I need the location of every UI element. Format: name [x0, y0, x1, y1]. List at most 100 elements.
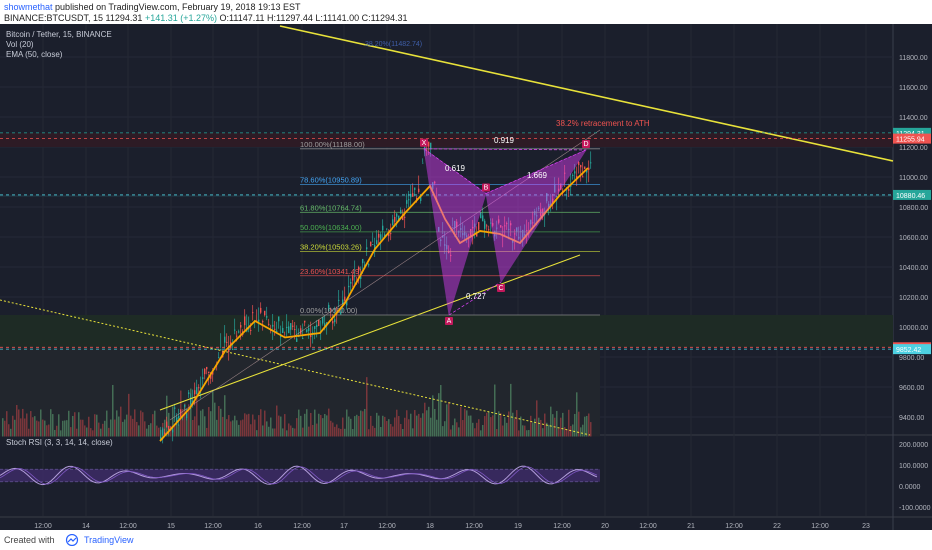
candle-body: [288, 326, 290, 334]
candle-body: [534, 210, 536, 216]
y-tick-label: 9800.00: [899, 355, 924, 362]
volume-bar: [374, 427, 376, 437]
x-tick-label: 18: [426, 523, 434, 530]
volume-bar: [440, 385, 442, 437]
volume-bar: [194, 416, 196, 437]
volume-bar: [124, 419, 126, 437]
price-chart-svg[interactable]: 100.00%(11188.00) 78.60%(10950.89) 61.80%(…: [0, 24, 932, 530]
volume-bar: [288, 423, 290, 437]
stoch-legend: Stoch RSI (3, 3, 14, 14, close): [6, 438, 113, 448]
author-link[interactable]: showmethat: [4, 2, 53, 12]
candle-body: [308, 328, 310, 331]
candle-body: [516, 227, 518, 232]
volume-bar: [460, 406, 462, 437]
harmonic-point-label: B: [484, 185, 489, 192]
volume-bar: [522, 425, 524, 437]
ohlc-values: O:11147.11 H:11297.44 L:11141.00 C:11294…: [219, 13, 408, 23]
x-tick-label: 12:00: [553, 523, 571, 530]
candle-body: [498, 219, 500, 223]
price-tag: [893, 344, 931, 355]
volume-bar: [434, 408, 436, 437]
y-tick-label: 10800.00: [899, 205, 928, 212]
volume-bar: [142, 412, 144, 437]
candle-body: [462, 233, 464, 236]
chart-area[interactable]: 100.00%(11188.00) 78.60%(10950.89) 61.80%(…: [0, 24, 932, 530]
volume-bar: [24, 418, 26, 437]
volume-bar: [230, 421, 232, 437]
volume-bar: [590, 422, 592, 437]
volume-bar: [446, 404, 448, 437]
volume-bar: [498, 411, 500, 437]
y-tick-label: 9600.00: [899, 385, 924, 392]
volume-bar: [574, 413, 576, 437]
volume-bar: [352, 429, 354, 437]
volume-bar: [156, 425, 158, 437]
volume-bar: [444, 421, 446, 437]
volume-bar: [372, 425, 374, 437]
volume-bar: [40, 409, 42, 437]
volume-bar: [436, 419, 438, 437]
volume-bar: [206, 427, 208, 437]
candle-body: [418, 188, 420, 193]
candle-body: [282, 328, 284, 334]
volume-bar: [516, 410, 518, 437]
tradingview-logo-icon: [65, 534, 79, 546]
candle-body: [316, 324, 318, 327]
candle-body: [322, 316, 324, 324]
ascending-trendline: [159, 254, 581, 411]
volume-bar: [424, 402, 426, 437]
harmonic-ratio-label: 0.919: [494, 136, 515, 145]
candle-body: [382, 225, 384, 231]
volume-bar: [132, 418, 134, 437]
volume-bar: [12, 415, 14, 437]
volume-bar: [168, 412, 170, 437]
volume-bar: [188, 404, 190, 437]
volume-bar: [542, 428, 544, 437]
candle-body: [314, 326, 316, 329]
volume-bar: [228, 415, 230, 437]
volume-bar: [490, 417, 492, 437]
volume-bar: [382, 415, 384, 437]
volume-bar: [74, 412, 76, 437]
volume-bar: [308, 426, 310, 437]
stoch-tick-label: 100.0000: [899, 463, 928, 470]
harmonic-ac-line: [448, 281, 502, 316]
volume-bar: [246, 414, 248, 437]
candle-body: [342, 299, 344, 305]
volume-bar: [344, 428, 346, 437]
volume-bar: [88, 416, 90, 437]
candle-body: [290, 323, 292, 330]
candle-body: [394, 216, 396, 222]
volume-bar: [426, 410, 428, 437]
volume-bar: [78, 412, 80, 437]
volume-bar: [36, 420, 38, 437]
vol-legend: Vol (20): [6, 40, 34, 49]
y-tick-label: 10600.00: [899, 235, 928, 242]
candle-body: [196, 387, 198, 395]
y-tick-label: 11200.00: [899, 145, 928, 152]
tradingview-link[interactable]: TradingView: [84, 535, 134, 545]
volume-bar: [546, 422, 548, 437]
volume-bar: [378, 415, 380, 437]
volume-bar: [178, 424, 180, 437]
volume-bar: [464, 408, 466, 437]
fib-level-label: 78.60%(10950.89): [300, 175, 362, 184]
volume-bar: [348, 416, 350, 437]
volume-bar: [38, 421, 40, 437]
harmonic-point-marker: [582, 140, 590, 148]
candle-body: [274, 328, 276, 330]
volume-bar: [346, 409, 348, 437]
volume-bar: [98, 422, 100, 437]
volume-bar: [150, 423, 152, 437]
candle-body: [514, 233, 516, 235]
candle-body: [278, 316, 280, 322]
candle-body: [396, 213, 398, 217]
volume-bar: [220, 408, 222, 437]
candle-body: [548, 203, 550, 208]
volume-bar: [66, 420, 68, 437]
volume-bar: [112, 384, 114, 437]
volume-bar: [278, 415, 280, 437]
candle-body: [504, 225, 506, 227]
harmonic-xd-line: [423, 148, 587, 151]
candle-body: [198, 387, 200, 389]
